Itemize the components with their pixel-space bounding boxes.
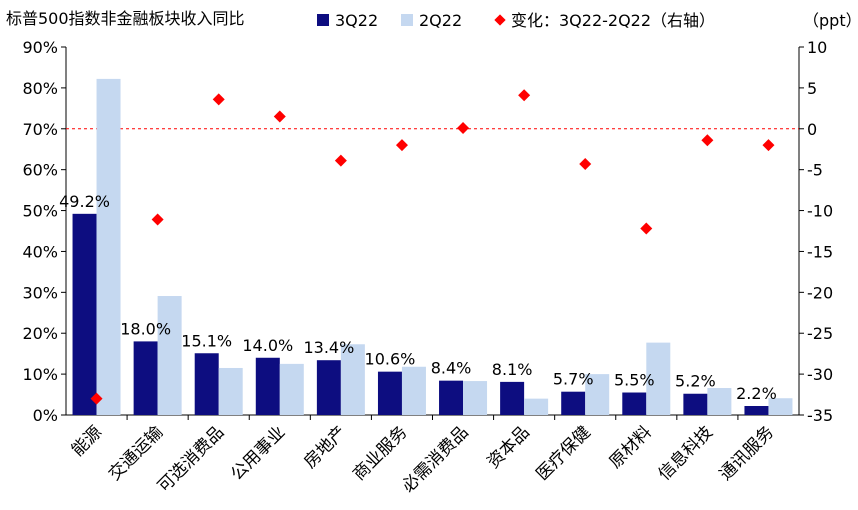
change-point	[212, 93, 225, 106]
data-label-3q22: 18.0%	[120, 319, 171, 338]
category-label: 商业服务	[349, 422, 411, 484]
category-label: 信息科技	[655, 422, 717, 484]
change-point	[518, 89, 531, 102]
bar-3q22	[255, 357, 280, 415]
right-tick-label: 5	[807, 79, 817, 98]
left-tick-label: 60%	[22, 161, 58, 180]
change-point	[579, 157, 592, 170]
change-point	[395, 139, 408, 152]
change-point	[701, 134, 714, 147]
legend-label-3q22: 3Q22	[335, 11, 378, 30]
data-label-3q22: 15.1%	[181, 331, 232, 350]
bar-3q22	[72, 213, 97, 415]
legend-swatch-2q22	[401, 14, 413, 26]
right-tick-label: 0	[807, 120, 817, 139]
legend-label-2q22: 2Q22	[419, 11, 462, 30]
left-tick-label: 20%	[22, 324, 58, 343]
left-tick-label: 90%	[22, 38, 58, 57]
left-tick-label: 70%	[22, 120, 58, 139]
data-label-3q22: 13.4%	[303, 338, 354, 357]
left-tick-label: 40%	[22, 242, 58, 261]
bar-2q22	[646, 342, 671, 415]
category-label: 通讯服务	[716, 422, 778, 484]
bar-2q22	[768, 398, 793, 415]
bar-2q22	[218, 367, 243, 415]
data-label-3q22: 8.1%	[492, 360, 533, 379]
bar-2q22	[279, 363, 304, 415]
category-label: 交通运输	[105, 422, 167, 484]
data-label-3q22: 10.6%	[365, 350, 416, 369]
bar-2q22	[401, 366, 426, 415]
bar-2q22	[585, 374, 610, 415]
bar-2q22	[340, 344, 365, 415]
right-axis-unit: （ppt）	[803, 11, 858, 30]
legend: 3Q22 2Q22 变化：3Q22-2Q22（右轴）	[317, 11, 715, 30]
category-label: 资本品	[483, 422, 533, 472]
category-label: 能源	[68, 422, 106, 460]
bar-3q22	[439, 380, 464, 415]
right-tick-label: -30	[807, 365, 833, 384]
bar-2q22	[707, 388, 732, 415]
category-label: 房地产	[300, 422, 350, 472]
data-label-3q22: 49.2%	[59, 192, 110, 211]
data-label-3q22: 5.2%	[675, 372, 716, 391]
data-label-3q22: 2.2%	[736, 384, 777, 403]
chart-title: 标普500指数非金融板块收入同比	[6, 9, 245, 28]
bar-3q22	[133, 341, 158, 415]
bar-2q22	[524, 398, 549, 415]
left-tick-label: 10%	[22, 365, 58, 384]
right-tick-label: -20	[807, 283, 833, 302]
bar-3q22	[194, 353, 219, 415]
bar-3q22	[622, 392, 647, 415]
data-label-3q22: 8.4%	[431, 359, 472, 378]
right-tick-label: -25	[807, 324, 833, 343]
data-label-3q22: 5.5%	[614, 371, 655, 390]
left-tick-label: 0%	[33, 406, 58, 425]
change-point	[90, 392, 103, 405]
bar-3q22	[744, 406, 769, 415]
bar-3q22	[316, 360, 341, 415]
left-tick-label: 80%	[22, 79, 58, 98]
bar-3q22	[561, 391, 586, 415]
change-point	[273, 110, 286, 123]
category-label: 医疗保健	[533, 422, 595, 484]
right-tick-label: -10	[807, 202, 833, 221]
bar-3q22	[500, 381, 525, 415]
category-label: 原材料	[606, 422, 656, 472]
data-label-3q22: 14.0%	[242, 336, 293, 355]
right-tick-label: -35	[807, 406, 833, 425]
left-tick-label: 50%	[22, 202, 58, 221]
right-tick-label: -5	[807, 161, 823, 180]
change-point	[334, 154, 347, 167]
bar-2q22	[96, 78, 121, 415]
change-point	[640, 222, 653, 235]
legend-swatch-3q22	[317, 14, 329, 26]
data-label-3q22: 5.7%	[553, 370, 594, 389]
change-point	[457, 121, 470, 134]
right-tick-label: -15	[807, 242, 833, 261]
category-label: 公用事业	[227, 422, 289, 484]
bar-2q22	[157, 296, 182, 415]
bar-2q22	[463, 381, 488, 415]
bar-3q22	[377, 371, 402, 415]
legend-marker-change	[494, 14, 506, 26]
bar-3q22	[683, 393, 708, 415]
legend-label-change: 变化：3Q22-2Q22（右轴）	[511, 11, 715, 30]
category-label: 可选消费品	[154, 422, 228, 496]
right-tick-label: 10	[807, 38, 827, 57]
left-tick-label: 30%	[22, 283, 58, 302]
change-point	[151, 213, 164, 226]
category-label: 必需消费品	[398, 422, 472, 496]
change-point	[762, 139, 775, 152]
